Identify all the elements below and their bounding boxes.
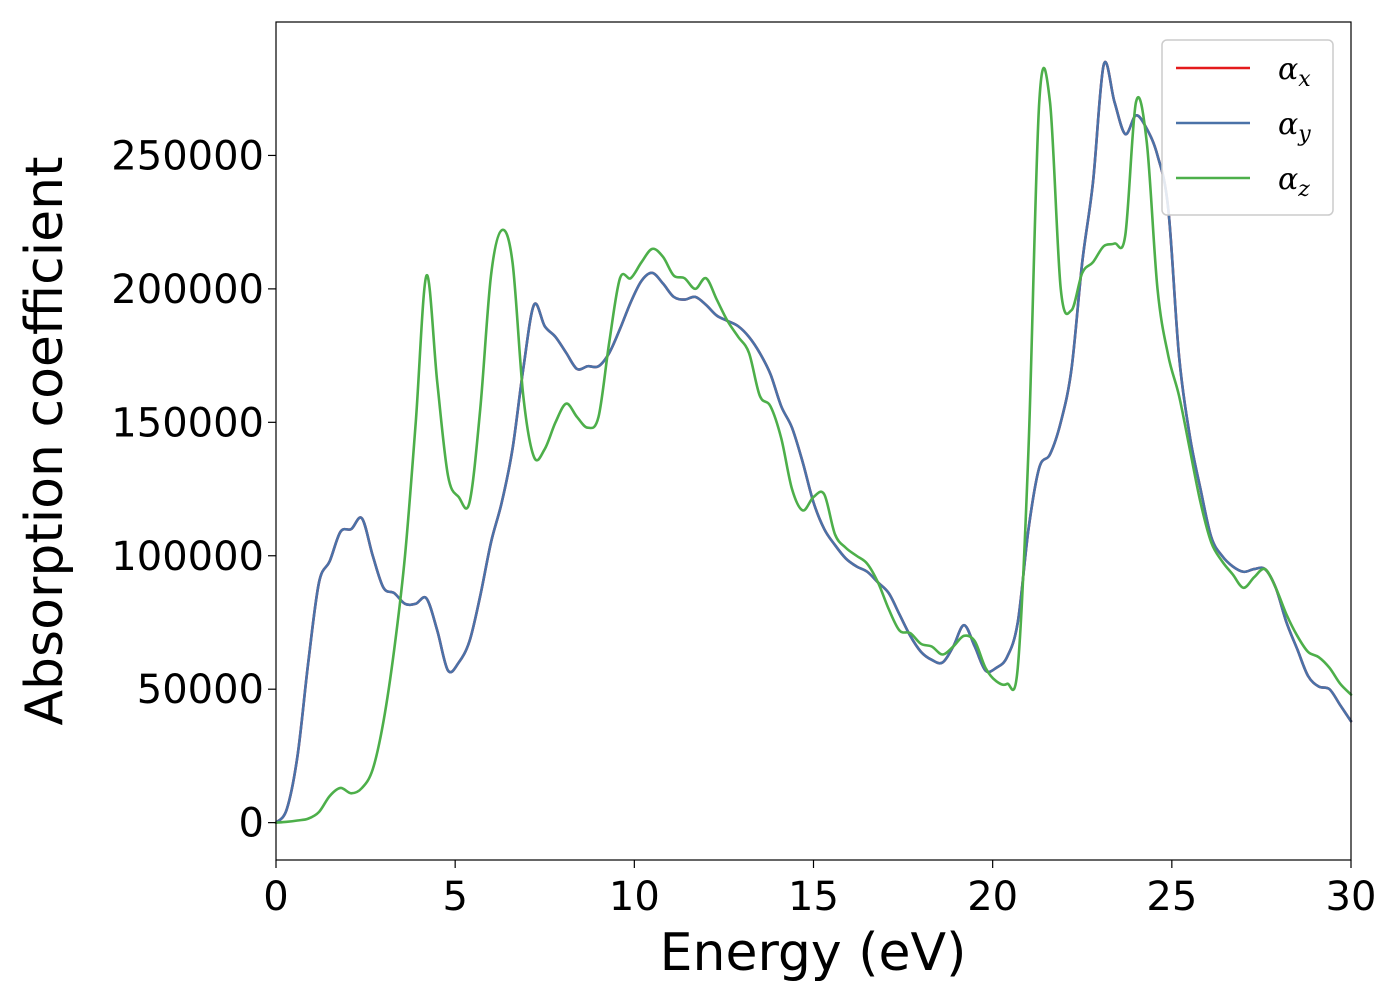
x-tick-label: 5 [442, 874, 467, 920]
x-tick-label: 0 [263, 874, 288, 920]
series-line-alpha-y [274, 60, 1353, 824]
y-tick-label: 50000 [137, 667, 264, 713]
series-line-alpha-z [274, 66, 1353, 824]
x-tick-label: 25 [1146, 874, 1197, 920]
y-axis-ticks: 0 50000 100000 150000 200000 250000 [111, 133, 276, 847]
y-tick-label: 250000 [111, 133, 264, 179]
series-layer [274, 60, 1353, 824]
y-axis-label: Absorption coefficient [15, 156, 75, 725]
x-tick-label: 30 [1326, 874, 1377, 920]
x-axis-label: Energy (eV) [660, 923, 967, 983]
x-axis-ticks: 0 5 10 15 20 25 30 [263, 860, 1376, 920]
y-tick-label: 200000 [111, 267, 264, 313]
y-tick-label: 0 [239, 801, 264, 847]
legend-box [1161, 39, 1334, 216]
x-tick-label: 10 [609, 874, 660, 920]
y-tick-label: 150000 [111, 400, 264, 446]
x-tick-label: 15 [788, 874, 839, 920]
x-tick-label: 20 [967, 874, 1018, 920]
y-tick-label: 100000 [111, 534, 264, 580]
